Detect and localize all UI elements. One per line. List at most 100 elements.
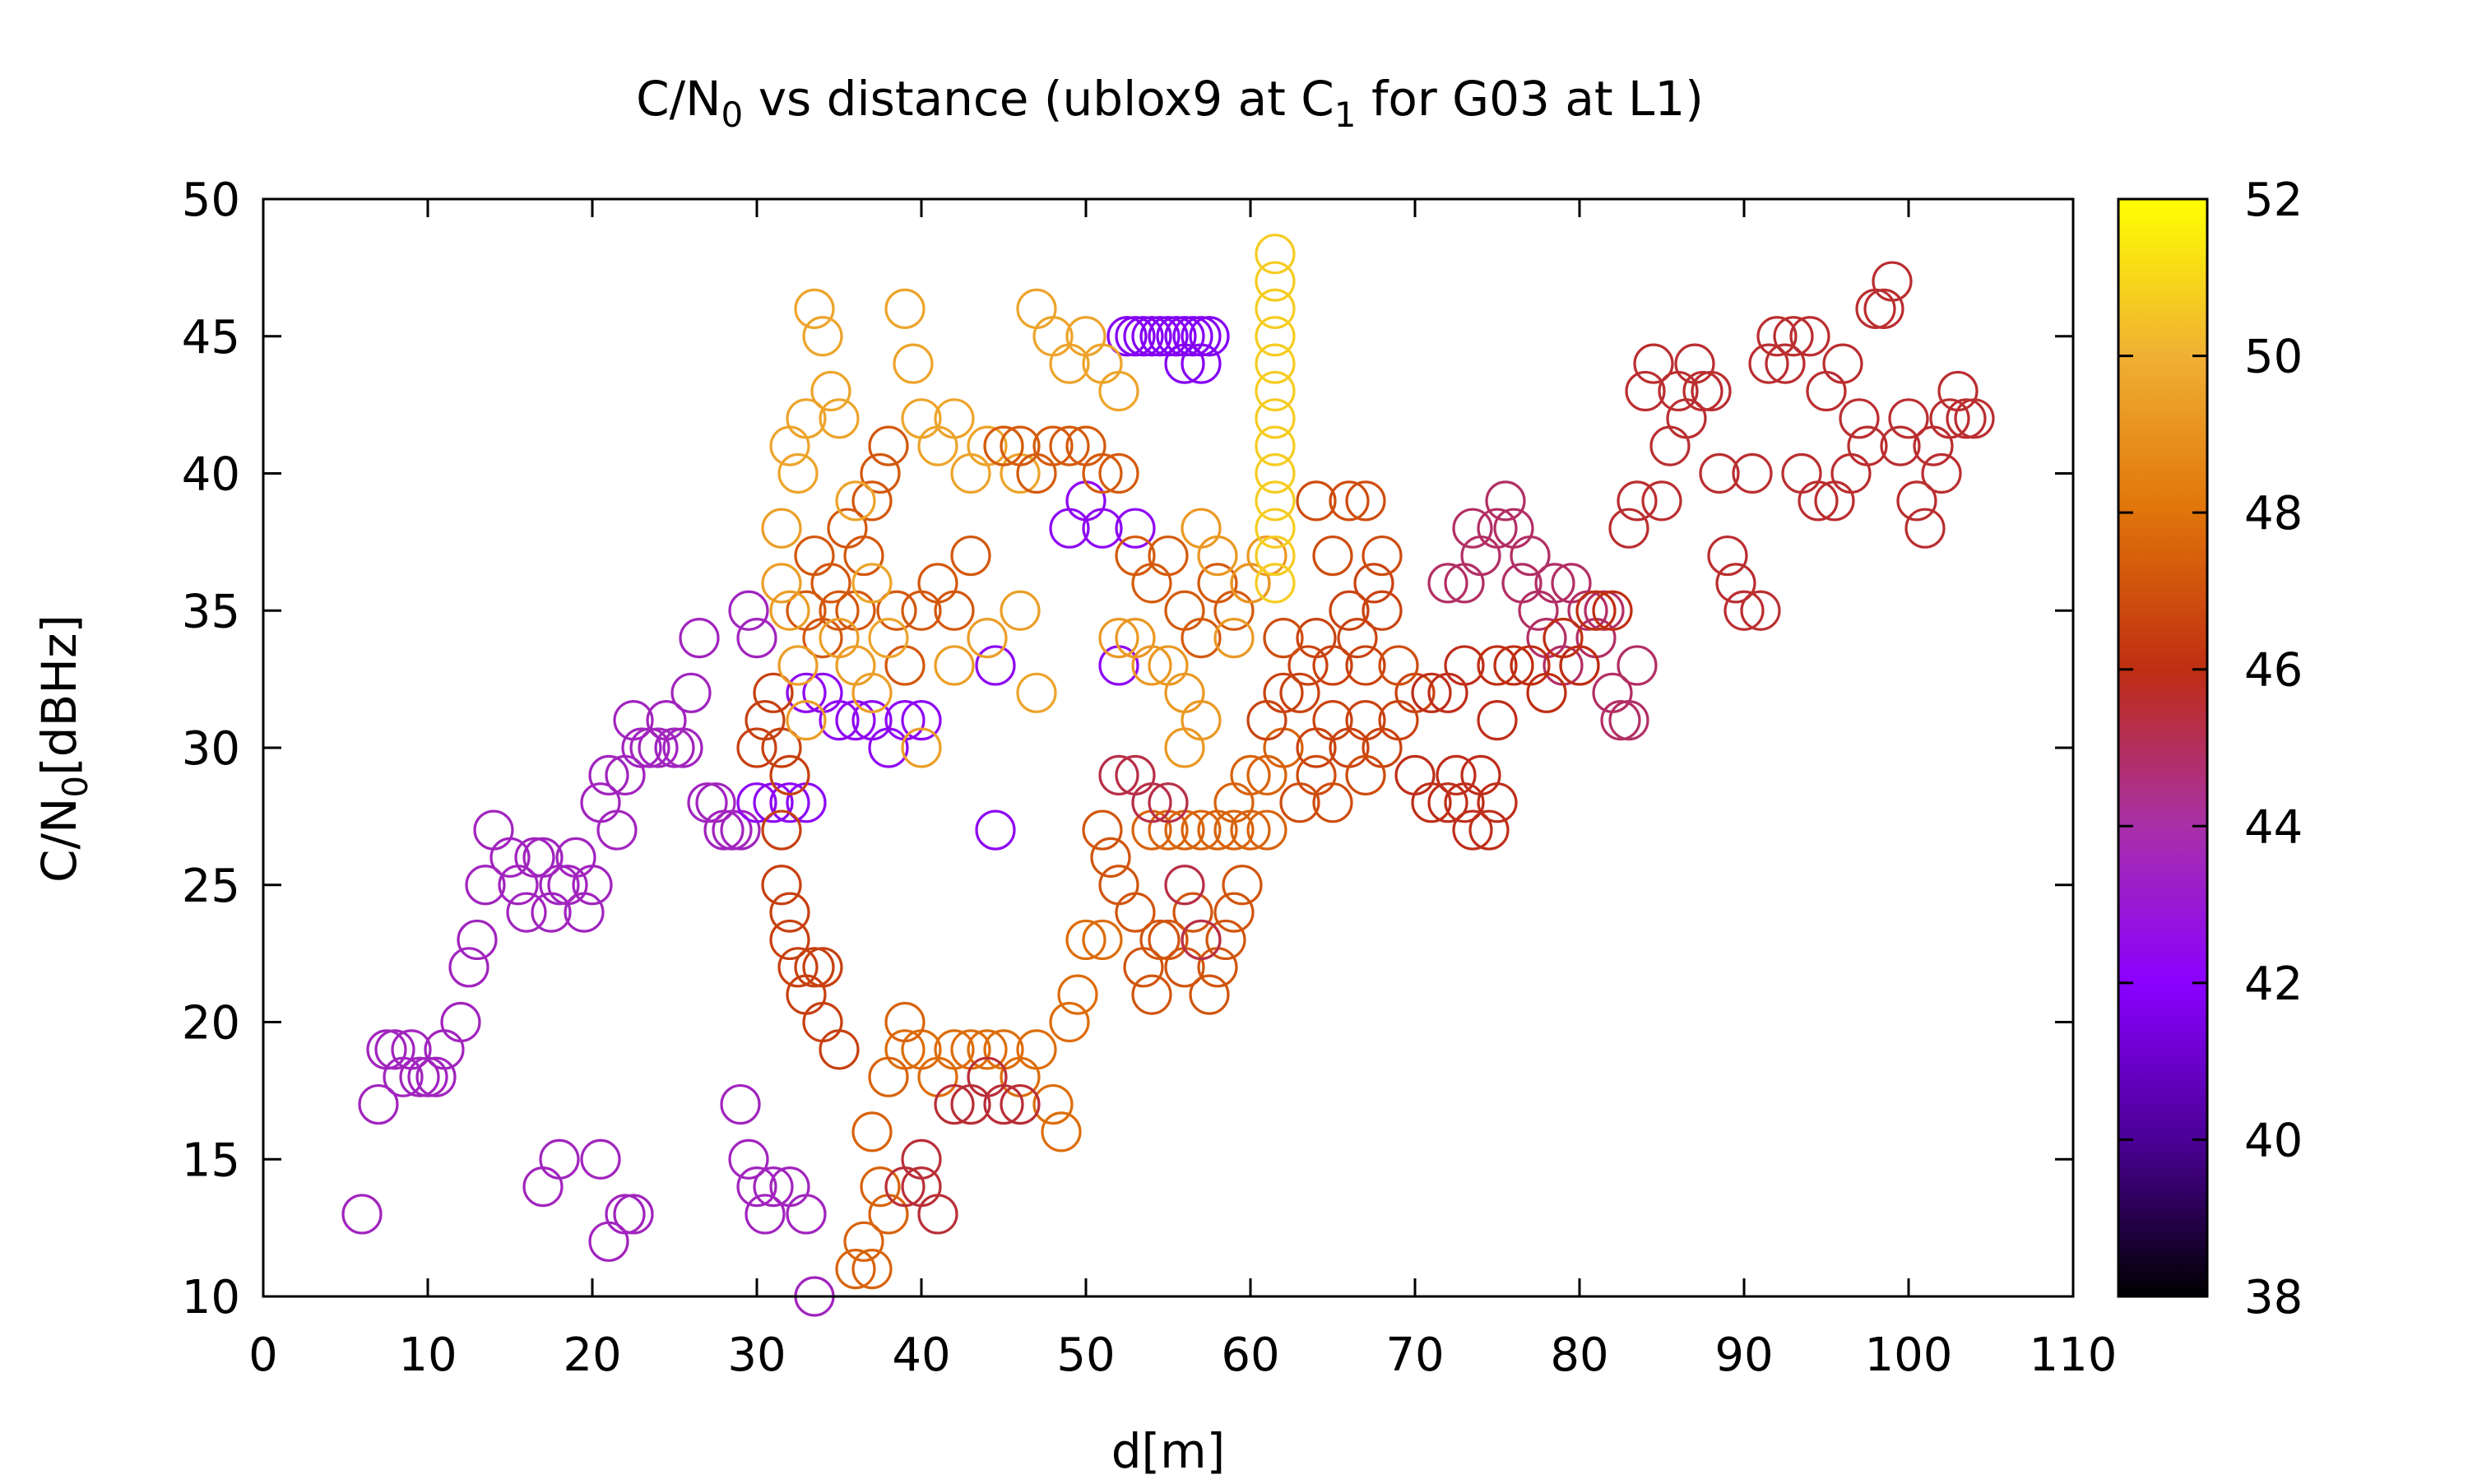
data-point <box>786 700 827 741</box>
colorbar-tick-label: 50 <box>2244 331 2303 384</box>
data-point <box>1181 919 1222 961</box>
data-point <box>1510 535 1551 577</box>
data-point <box>736 782 777 823</box>
data-point <box>786 1194 827 1235</box>
data-point <box>769 892 810 933</box>
data-point <box>1255 480 1296 522</box>
colorbar-tick-label: 38 <box>2244 1271 2303 1324</box>
data-point <box>1255 563 1296 604</box>
data-point <box>1477 508 1518 549</box>
y-tick-label: 35 <box>182 585 240 638</box>
data-point <box>1756 316 1798 357</box>
data-point <box>1106 316 1148 357</box>
data-point <box>728 1139 769 1180</box>
x-axis-label: d[m] <box>1111 1423 1226 1479</box>
x-tick-label: 100 <box>1865 1329 1953 1382</box>
data-point <box>1148 782 1189 823</box>
data-point <box>1411 672 1452 713</box>
data-point <box>1477 782 1518 823</box>
data-point <box>1082 809 1123 851</box>
data-point <box>564 892 605 933</box>
data-point <box>1255 261 1296 302</box>
data-point <box>1098 370 1139 412</box>
data-point <box>1230 754 1271 795</box>
data-point <box>1082 452 1123 494</box>
y-axis: 10 15 20 25 30 35 40 45 50 <box>182 174 2073 1324</box>
data-point <box>761 563 802 604</box>
data-point <box>1748 343 1789 384</box>
data-point <box>1131 782 1172 823</box>
data-point <box>917 1194 958 1235</box>
data-point <box>745 1194 786 1235</box>
data-point <box>761 727 802 768</box>
data-point <box>572 865 613 906</box>
data-point <box>1041 1111 1082 1152</box>
data-point <box>786 672 827 713</box>
data-point <box>1485 480 1526 522</box>
data-point <box>1929 398 1970 439</box>
data-point <box>1477 700 1518 741</box>
data-point <box>761 809 802 851</box>
data-point <box>670 672 712 713</box>
data-point <box>753 672 794 713</box>
data-point <box>736 727 777 768</box>
data-point <box>934 1029 975 1070</box>
data-point <box>777 645 819 686</box>
data-point <box>1098 617 1139 659</box>
data-point <box>1000 1083 1041 1125</box>
data-point <box>1715 563 1756 604</box>
data-point <box>1723 590 1765 631</box>
data-point <box>1312 535 1353 577</box>
x-tick-label: 30 <box>727 1329 786 1382</box>
data-point <box>1452 809 1493 851</box>
data-point <box>934 1083 975 1125</box>
data-point <box>1444 645 1485 686</box>
data-point <box>802 316 843 357</box>
data-point <box>588 754 629 795</box>
data-point <box>1115 892 1156 933</box>
x-tick-label: 0 <box>248 1329 278 1382</box>
data-point <box>1082 508 1123 549</box>
data-point <box>884 288 926 329</box>
data-point <box>1872 261 1913 302</box>
x-tick-label: 50 <box>1056 1329 1115 1382</box>
data-point <box>383 1056 424 1097</box>
data-point <box>1863 288 1904 329</box>
data-point <box>1436 754 1477 795</box>
data-point <box>621 727 662 768</box>
data-point <box>777 452 819 494</box>
data-point <box>794 288 835 329</box>
data-point <box>736 1166 777 1208</box>
colorbar-tick-label: 52 <box>2244 174 2303 227</box>
data-point <box>1888 398 1929 439</box>
data-point <box>1255 234 1296 275</box>
data-point <box>1584 590 1625 631</box>
y-tick-label: 30 <box>182 722 240 776</box>
data-point <box>1279 672 1320 713</box>
y-tick-label: 15 <box>182 1134 240 1187</box>
y-tick-label: 25 <box>182 860 240 913</box>
data-point <box>1255 370 1296 412</box>
data-point <box>1255 316 1296 357</box>
data-point <box>613 1194 654 1235</box>
data-point <box>761 508 802 549</box>
data-point <box>802 947 843 988</box>
data-point <box>1378 645 1419 686</box>
data-point <box>1123 316 1164 357</box>
data-point <box>728 590 769 631</box>
data-point <box>851 1111 893 1152</box>
data-point <box>448 947 489 988</box>
data-point <box>1255 452 1296 494</box>
data-point <box>1312 645 1353 686</box>
x-tick-label: 20 <box>563 1329 621 1382</box>
data-point <box>1345 754 1386 795</box>
colorbar-tick-label: 44 <box>2244 800 2303 854</box>
data-point <box>761 865 802 906</box>
data-point <box>1197 535 1238 577</box>
data-point <box>1345 645 1386 686</box>
data-point <box>1255 398 1296 439</box>
data-point <box>1427 782 1468 823</box>
y-tick-label: 40 <box>182 448 240 502</box>
data-point <box>753 1166 794 1208</box>
data-point <box>1353 563 1394 604</box>
